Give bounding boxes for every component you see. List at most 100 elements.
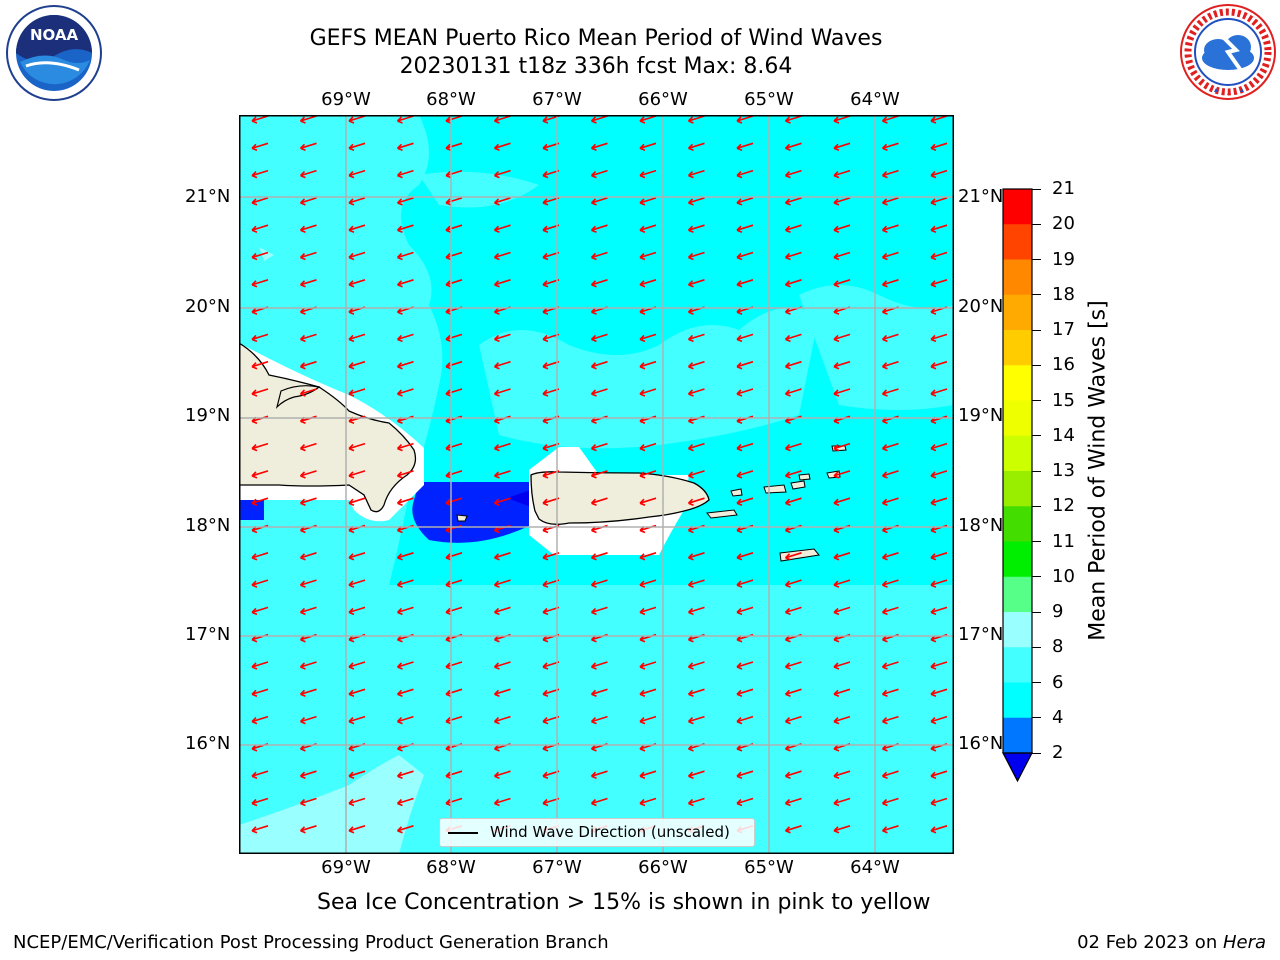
lon-label-bottom: 67°W — [532, 857, 582, 878]
wind-wave-arrow — [251, 333, 269, 343]
wind-wave-arrow — [251, 579, 269, 588]
wind-wave-arrow — [930, 115, 948, 124]
colorbar-tick-label: 14 — [1052, 424, 1075, 446]
wind-wave-arrow — [299, 169, 317, 179]
footer-branch: NCEP/EMC/Verification Post Processing Pr… — [13, 932, 609, 953]
wind-wave-arrow — [881, 142, 899, 152]
wind-wave-arrow — [736, 169, 754, 179]
wind-wave-arrow — [590, 388, 608, 397]
wind-wave-arrow — [348, 115, 366, 124]
wind-wave-arrow — [639, 224, 657, 233]
wind-wave-arrow — [881, 797, 899, 807]
wind-wave-arrow — [445, 197, 463, 206]
colorbar-tick-mark — [1032, 470, 1041, 472]
wind-wave-arrow — [251, 169, 269, 179]
wind-wave-arrow — [251, 688, 269, 698]
wind-wave-arrow — [881, 606, 899, 616]
wind-wave-arrow — [687, 360, 705, 370]
colorbar-under-triangle — [1002, 752, 1033, 783]
wind-wave-arrow — [881, 197, 899, 206]
wind-wave-arrow — [687, 169, 705, 179]
wind-wave-arrow — [736, 797, 754, 807]
wind-wave-arrow — [396, 333, 414, 343]
wind-wave-arrow — [639, 279, 657, 288]
wind-wave-arrow — [348, 497, 366, 506]
wind-wave-arrow — [590, 333, 608, 343]
wind-wave-arrow — [445, 251, 463, 261]
wind-wave-arrow — [833, 197, 851, 206]
wind-wave-arrow — [590, 470, 608, 479]
colorbar-tick-mark — [1032, 752, 1041, 754]
wind-wave-arrow — [833, 797, 851, 807]
wind-wave-arrow — [590, 169, 608, 179]
wind-wave-arrow — [299, 661, 317, 670]
wind-wave-arrow — [493, 770, 511, 779]
footer-date: 02 Feb 2023 on Hera — [1077, 932, 1266, 953]
wind-wave-arrow — [251, 442, 269, 452]
wind-wave-arrow — [784, 715, 802, 725]
colorbar-segment — [1003, 647, 1032, 683]
colorbar — [1002, 188, 1033, 783]
wind-wave-arrow — [784, 360, 802, 370]
wind-wave-arrow — [251, 797, 269, 807]
colorbar-tick-mark — [1032, 223, 1041, 225]
colorbar-tick-mark — [1032, 541, 1041, 543]
wind-wave-arrow — [348, 142, 366, 152]
wind-wave-arrow — [348, 552, 366, 561]
wind-wave-arrow — [348, 825, 366, 834]
wind-wave-arrow — [784, 797, 802, 807]
wind-wave-arrow — [639, 142, 657, 152]
nws-logo — [1180, 4, 1276, 100]
map-title: GEFS MEAN Puerto Rico Mean Period of Win… — [309, 26, 883, 51]
wind-wave-arrow — [687, 797, 705, 807]
wind-wave-arrow — [687, 388, 705, 397]
lat-label-left: 17°N — [185, 624, 231, 645]
footer-machine: Hera — [1222, 932, 1266, 953]
wind-wave-arrow — [396, 497, 414, 506]
wind-wave-arrow — [784, 825, 802, 834]
wind-wave-arrow — [396, 442, 414, 452]
wind-wave-arrow — [736, 579, 754, 588]
wind-wave-arrow — [493, 115, 511, 124]
colorbar-segment — [1003, 471, 1032, 507]
wind-wave-arrow — [299, 360, 317, 370]
colorbar-segment — [1003, 365, 1032, 401]
wind-wave-arrow — [833, 579, 851, 588]
lat-label-left: 18°N — [185, 515, 231, 536]
wind-wave-arrow — [493, 333, 511, 343]
noaa-logo: NOAA — [6, 5, 102, 101]
st-croix-island — [779, 548, 820, 562]
lat-label-right: 17°N — [958, 624, 1004, 645]
wind-wave-arrow — [881, 715, 899, 725]
wind-wave-arrow — [299, 797, 317, 807]
wind-wave-arrow — [445, 606, 463, 616]
wind-wave-arrow — [445, 442, 463, 452]
wind-wave-arrow — [687, 442, 705, 452]
lat-label-left: 21°N — [185, 186, 231, 207]
wind-wave-arrow — [833, 552, 851, 561]
lon-label-top: 65°W — [744, 89, 794, 110]
colorbar-tick-mark — [1032, 435, 1041, 437]
wind-wave-arrow — [251, 279, 269, 288]
wind-wave-arrow — [639, 661, 657, 670]
wind-wave-arrow — [930, 661, 948, 670]
wind-wave-arrow — [251, 715, 269, 725]
lat-label-right: 20°N — [958, 296, 1004, 317]
wind-wave-arrow — [833, 169, 851, 179]
wind-wave-arrow — [396, 688, 414, 698]
colorbar-tick-mark — [1032, 259, 1041, 261]
wind-wave-arrow — [736, 770, 754, 779]
lon-label-bottom: 69°W — [321, 857, 371, 878]
wind-wave-arrow — [348, 579, 366, 588]
wind-wave-arrow — [687, 279, 705, 288]
wind-wave-arrow — [687, 579, 705, 588]
colorbar-tick-mark — [1032, 364, 1041, 366]
wind-wave-arrow — [445, 688, 463, 698]
wind-wave-arrow — [396, 579, 414, 588]
wind-wave-arrow — [639, 497, 657, 506]
wind-wave-arrow — [348, 770, 366, 779]
wind-wave-arrow — [396, 661, 414, 670]
colorbar-tick-label: 9 — [1052, 601, 1064, 622]
wind-wave-arrow — [833, 115, 851, 124]
wind-wave-arrow — [833, 251, 851, 261]
